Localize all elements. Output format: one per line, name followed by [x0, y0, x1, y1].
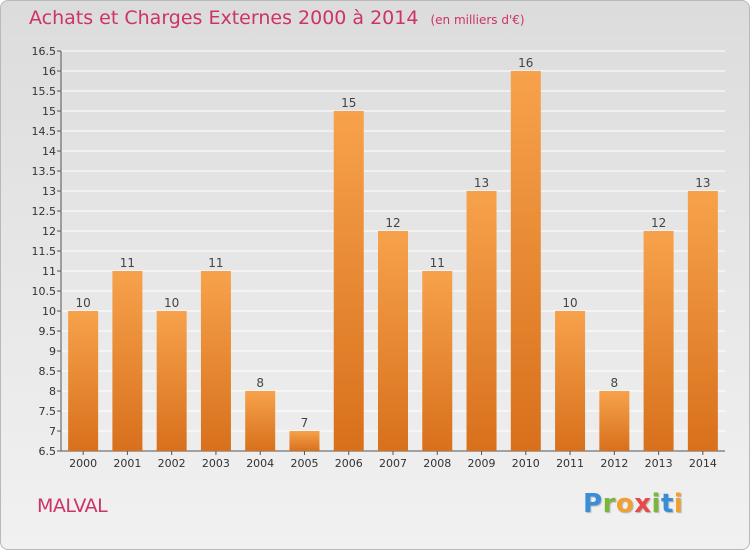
x-tick-label: 2012 — [600, 457, 628, 470]
bars — [68, 71, 718, 451]
y-tick-label: 13 — [42, 185, 56, 198]
y-tick-label: 12.5 — [32, 205, 57, 218]
y-tick-label: 8 — [49, 385, 56, 398]
x-tick-label: 2006 — [335, 457, 363, 470]
data-label: 11 — [208, 256, 223, 270]
chart-title-text: Achats et Charges Externes 2000 à 2014 — [29, 7, 419, 29]
bar — [333, 111, 364, 451]
data-label: 13 — [695, 176, 710, 190]
y-tick-label: 6.5 — [39, 445, 57, 458]
y-tick-label: 15.5 — [32, 85, 57, 98]
logo-letter: o — [615, 489, 635, 519]
bar — [687, 191, 718, 451]
bar — [510, 71, 541, 451]
chart-title: Achats et Charges Externes 2000 à 2014 (e… — [29, 7, 525, 29]
x-tick-label: 2013 — [645, 457, 673, 470]
logo-letter: t — [660, 489, 674, 519]
bar — [68, 311, 99, 451]
y-tick-label: 14 — [42, 145, 56, 158]
y-tick-label: 16.5 — [32, 45, 57, 58]
bar — [289, 431, 320, 451]
y-tick-label: 7.5 — [39, 405, 57, 418]
data-label: 13 — [474, 176, 489, 190]
bar — [156, 311, 187, 451]
bar — [245, 391, 276, 451]
data-label: 15 — [341, 96, 356, 110]
y-tick-label: 7 — [49, 425, 56, 438]
bar — [555, 311, 586, 451]
logo-letter: r — [602, 489, 616, 519]
proxiti-logo: Proxiti — [583, 489, 683, 519]
x-tick-label: 2004 — [246, 457, 274, 470]
logo-letter: P — [583, 489, 603, 519]
y-tick-label: 12 — [42, 225, 56, 238]
data-label: 12 — [651, 216, 666, 230]
bar — [643, 231, 674, 451]
y-tick-label: 13.5 — [32, 165, 57, 178]
y-tick-label: 9 — [49, 345, 56, 358]
y-tick-label: 14.5 — [32, 125, 57, 138]
bar — [599, 391, 630, 451]
data-label: 11 — [120, 256, 135, 270]
data-label: 16 — [518, 56, 533, 70]
y-tick-label: 11 — [42, 265, 56, 278]
data-label: 11 — [430, 256, 445, 270]
data-label: 10 — [164, 296, 179, 310]
bar — [378, 231, 408, 451]
chart-unit: (en milliers d'€) — [430, 13, 525, 27]
x-tick-label: 2002 — [158, 457, 186, 470]
x-tick-label: 2000 — [69, 457, 97, 470]
x-tick-label: 2014 — [689, 457, 717, 470]
bar — [200, 271, 231, 451]
data-label: 12 — [385, 216, 400, 230]
bar — [422, 271, 453, 451]
x-tick-label: 2005 — [290, 457, 318, 470]
y-tick-label: 16 — [42, 65, 56, 78]
y-tick-label: 10.5 — [32, 285, 57, 298]
x-tick-label: 2008 — [423, 457, 451, 470]
data-label: 10 — [562, 296, 577, 310]
bar — [112, 271, 143, 451]
data-label: 8 — [256, 376, 264, 390]
y-tick-label: 8.5 — [39, 365, 57, 378]
town-name: MALVAL — [37, 495, 108, 517]
data-label: 8 — [611, 376, 619, 390]
x-tick-label: 2009 — [468, 457, 496, 470]
y-tick-label: 9.5 — [39, 325, 57, 338]
x-tick-label: 2003 — [202, 457, 230, 470]
labels: 6.5 7 7.5 8 8.5 9 9.5 10 10.5 11 11.5 12 12.5 13 13.5 1… — [32, 45, 717, 470]
x-tick-label: 2011 — [556, 457, 584, 470]
x-tick-label: 2007 — [379, 457, 407, 470]
data-label: 10 — [75, 296, 90, 310]
bar — [466, 191, 497, 451]
logo-letter: i — [651, 489, 661, 519]
x-tick-label: 2001 — [113, 457, 141, 470]
data-label: 7 — [301, 416, 309, 430]
y-tick-label: 10 — [42, 305, 56, 318]
y-tick-label: 11.5 — [32, 245, 57, 258]
y-tick-label: 15 — [42, 105, 56, 118]
logo-letter: x — [634, 489, 652, 519]
logo-letter: i — [673, 489, 684, 519]
x-tick-label: 2010 — [512, 457, 540, 470]
